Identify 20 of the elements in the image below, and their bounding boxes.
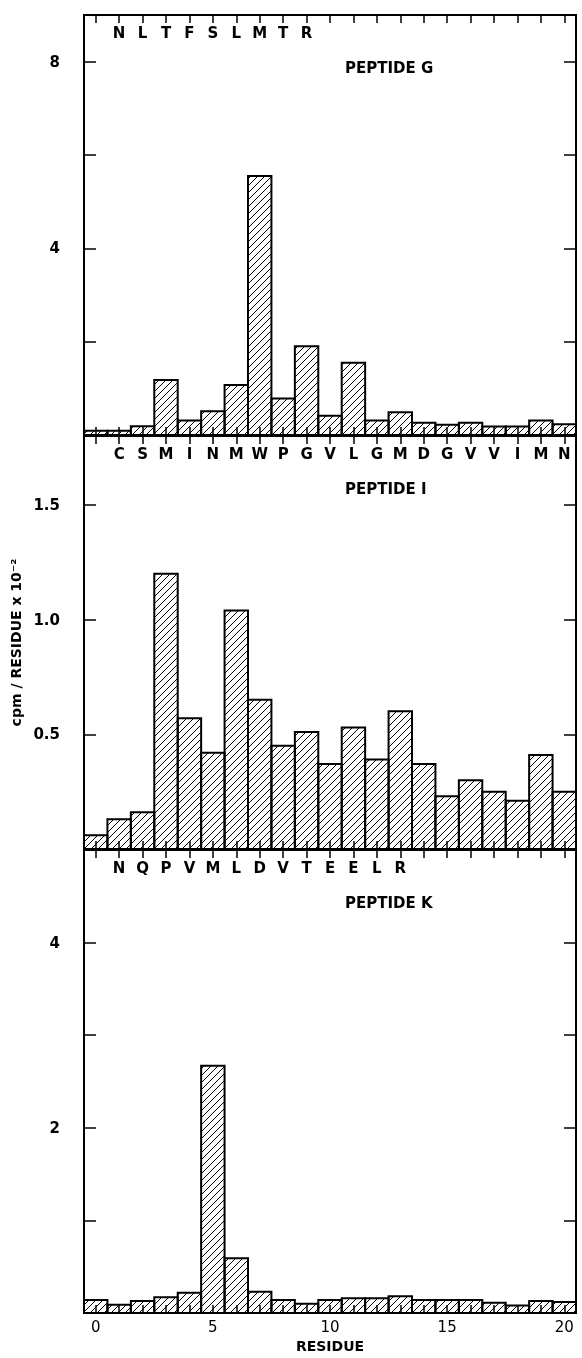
x-tick-label: 20 [554, 1317, 574, 1336]
text: PEPTIDE G [345, 58, 434, 77]
x-axis-title: RESIDUE [295, 1338, 365, 1354]
text: PEPTIDE I [345, 479, 427, 498]
y-tick-label: 2 [49, 1118, 60, 1137]
y-tick-label: 1.5 [33, 495, 60, 514]
text: PEPTIDE K [345, 893, 434, 912]
text: N Q P V M L D V T E E L R [112, 858, 407, 877]
x-tick-label: 0 [90, 1317, 101, 1336]
x-tick-label: 5 [208, 1317, 218, 1336]
text: N L T F S L M T R [112, 23, 313, 42]
y-tick-label: 4 [49, 239, 60, 258]
y-axis-title: cpm / RESIDUE x 10⁻² [7, 558, 24, 727]
y-tick-label: 1.0 [33, 610, 60, 629]
y-tick-label: 0.5 [33, 725, 60, 744]
text: C S M I N M W P G V L G M D G V V I M N [113, 444, 571, 463]
y-tick-label: 4 [49, 933, 60, 952]
x-tick-label: 10 [320, 1317, 340, 1336]
x-tick-label: 15 [437, 1317, 457, 1336]
y-tick-label: 8 [49, 52, 60, 71]
